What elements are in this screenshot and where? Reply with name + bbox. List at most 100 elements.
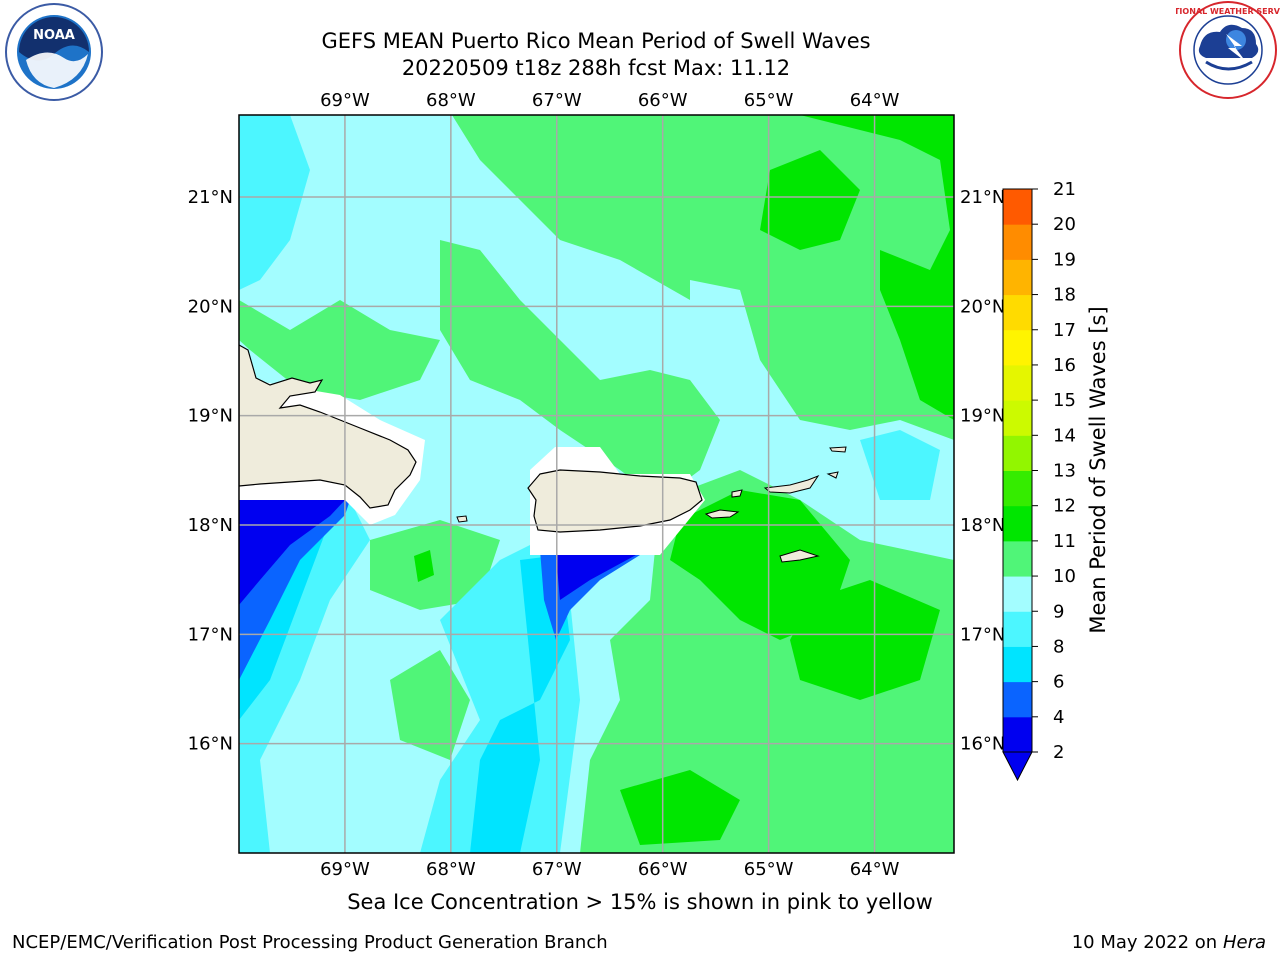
period-band-9-10-sw2 bbox=[390, 650, 470, 760]
colorbar-tick-1: 4 bbox=[1053, 707, 1064, 728]
colorbar-tick-4: 9 bbox=[1053, 601, 1064, 622]
colorbar-segment-14 bbox=[1003, 224, 1032, 260]
colorbar-segment-4 bbox=[1003, 576, 1032, 612]
period-band-10-11-s bbox=[620, 770, 740, 845]
lon-tick-bottom-3: 66°W bbox=[638, 859, 688, 880]
lat-tick-left-1: 20°N bbox=[188, 296, 233, 317]
lat-tick-left-5: 16°N bbox=[188, 734, 233, 755]
period-band-6-8-east bbox=[860, 430, 940, 500]
lon-tick-top-5: 64°W bbox=[850, 90, 900, 111]
period-band-10-11-e bbox=[670, 490, 850, 640]
footer-machine: Hera bbox=[1222, 932, 1266, 953]
period-band-10-11-spot bbox=[414, 550, 434, 582]
noaa-logo-text: NOAA bbox=[33, 28, 75, 43]
lat-tick-left-2: 19°N bbox=[188, 406, 233, 427]
lat-tick-right-2: 19°N bbox=[960, 406, 1005, 427]
lat-tick-left-0: 21°N bbox=[188, 187, 233, 208]
period-band-6-8-west bbox=[239, 115, 310, 290]
virgin-islands-5 bbox=[826, 471, 839, 479]
lon-tick-bottom-0: 69°W bbox=[320, 859, 370, 880]
period-band-9-10-southeast bbox=[580, 470, 954, 853]
colorbar-tick-14: 19 bbox=[1053, 249, 1076, 270]
colorbar-segment-15 bbox=[1003, 189, 1032, 225]
colorbar-segment-7 bbox=[1003, 470, 1032, 507]
colorbar-segment-12 bbox=[1003, 294, 1032, 331]
period-band-4-6 bbox=[239, 520, 330, 720]
mona-island bbox=[456, 515, 468, 523]
period-band-9-10-south-west bbox=[370, 520, 500, 610]
chart-title: GEFS MEAN Puerto Rico Mean Period of Swe… bbox=[321, 29, 871, 53]
colorbar-tick-6: 11 bbox=[1053, 531, 1076, 552]
colorbar-label: Mean Period of Swell Waves [s] bbox=[1086, 306, 1110, 634]
lon-tick-top-4: 65°W bbox=[744, 90, 794, 111]
lat-tick-right-5: 16°N bbox=[960, 734, 1005, 755]
lon-tick-top-0: 69°W bbox=[320, 90, 370, 111]
colorbar-segment-11 bbox=[1003, 329, 1032, 366]
colorbar-tick-12: 17 bbox=[1053, 320, 1076, 341]
colorbar-tick-15: 20 bbox=[1053, 214, 1076, 235]
colorbar-under-arrow bbox=[1002, 751, 1033, 782]
map-field bbox=[239, 115, 954, 853]
lat-tick-right-4: 17°N bbox=[960, 624, 1005, 645]
lat-tick-right-0: 21°N bbox=[960, 187, 1005, 208]
chart-subtitle: 20220509 t18z 288h fcst Max: 11.12 bbox=[401, 56, 791, 80]
map-frame bbox=[238, 114, 955, 854]
period-band-9-10-mid bbox=[440, 240, 720, 500]
colorbar-tick-3: 8 bbox=[1053, 636, 1064, 657]
lat-ticks-right: 21°N 20°N 19°N 18°N 17°N 16°N bbox=[960, 187, 1005, 755]
colorbar-tick-16: 21 bbox=[1053, 179, 1076, 200]
nws-logo-text: NATIONAL WEATHER SERVICE bbox=[1176, 7, 1280, 16]
colorbar-segment-10 bbox=[1003, 364, 1032, 401]
colorbar-tick-8: 13 bbox=[1053, 461, 1076, 482]
graticule bbox=[239, 115, 954, 853]
footer-branch: NCEP/EMC/Verification Post Processing Pr… bbox=[12, 932, 608, 953]
lon-tick-top-2: 67°W bbox=[532, 90, 582, 111]
hispaniola-land bbox=[239, 344, 417, 509]
footer-date-text: 10 May 2022 on bbox=[1071, 932, 1218, 953]
period-band-10-11-ne2 bbox=[760, 150, 860, 250]
sea-ice-caption: Sea Ice Concentration > 15% is shown in … bbox=[347, 890, 933, 914]
period-band-10-11-se bbox=[790, 580, 940, 700]
lon-tick-top-3: 66°W bbox=[638, 90, 688, 111]
lat-tick-right-3: 18°N bbox=[960, 515, 1005, 536]
colorbar-segment-2 bbox=[1003, 646, 1032, 683]
colorbar-tick-13: 18 bbox=[1053, 285, 1076, 306]
colorbar-tick-5: 10 bbox=[1053, 566, 1076, 587]
noaa-logo: NOAA bbox=[5, 3, 103, 101]
colorbar-tick-7: 12 bbox=[1053, 496, 1076, 517]
colorbar-segment-3 bbox=[1003, 611, 1032, 647]
colorbar-segment-5 bbox=[1003, 540, 1032, 577]
nws-logo: NATIONAL WEATHER SERVICE bbox=[1176, 1, 1280, 99]
period-band-9-10-west bbox=[239, 300, 440, 400]
colorbar-segment-13 bbox=[1003, 259, 1032, 296]
colorbar-segment-8 bbox=[1003, 435, 1032, 471]
colorbar-tick-9: 14 bbox=[1053, 425, 1076, 446]
lat-tick-left-4: 17°N bbox=[188, 624, 233, 645]
period-band-under-2-west bbox=[239, 500, 345, 605]
colorbar-segment-0 bbox=[1003, 716, 1032, 753]
colorbar-tick-11: 16 bbox=[1053, 355, 1076, 376]
colorbar-tick-10: 15 bbox=[1053, 390, 1076, 411]
footer-date: 10 May 2022 on Hera bbox=[1072, 932, 1266, 953]
st-croix bbox=[779, 549, 820, 563]
period-band-4-6-south bbox=[470, 555, 570, 853]
colorbar-tick-0: 2 bbox=[1053, 742, 1064, 763]
lat-tick-right-1: 20°N bbox=[960, 296, 1005, 317]
lon-tick-bottom-5: 64°W bbox=[850, 859, 900, 880]
lon-tick-bottom-2: 67°W bbox=[532, 859, 582, 880]
lon-tick-bottom-1: 68°W bbox=[426, 859, 476, 880]
period-band-under-2-south bbox=[556, 555, 636, 600]
virgin-islands-1 bbox=[704, 509, 740, 519]
period-band-10-11-ne bbox=[800, 115, 954, 420]
lon-ticks-top: 69°W 68°W 67°W 66°W 65°W 64°W bbox=[320, 90, 900, 111]
colorbar: 2 4 6 8 9 10 11 12 13 14 15 16 17 18 19 20 21 bbox=[1002, 179, 1076, 782]
lat-ticks-left: 21°N 20°N 19°N 18°N 17°N 16°N bbox=[188, 187, 233, 755]
lon-tick-top-1: 68°W bbox=[426, 90, 476, 111]
virgin-islands-4 bbox=[829, 446, 847, 453]
colorbar-segment-6 bbox=[1003, 505, 1032, 542]
colorbar-tick-2: 6 bbox=[1053, 672, 1064, 693]
colorbar-segment-1 bbox=[1003, 681, 1032, 718]
colorbar-segment-9 bbox=[1003, 400, 1032, 436]
puerto-rico-land bbox=[527, 469, 703, 533]
